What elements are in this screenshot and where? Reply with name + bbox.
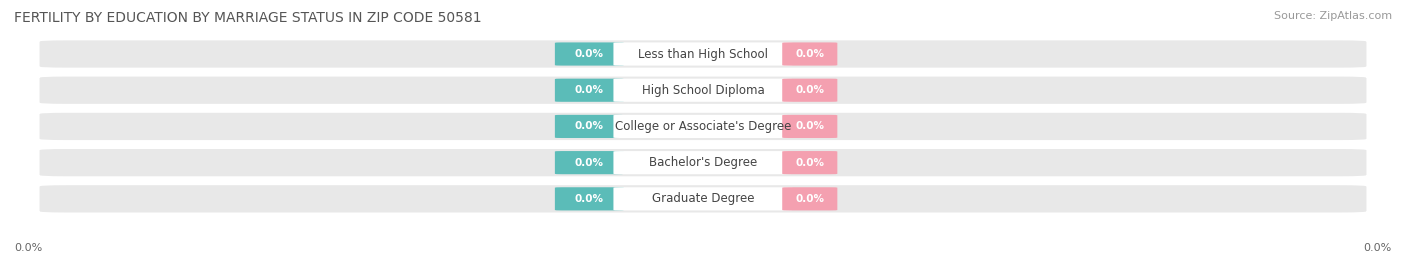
Text: 0.0%: 0.0%	[796, 49, 824, 59]
FancyBboxPatch shape	[613, 115, 793, 138]
FancyBboxPatch shape	[555, 79, 624, 102]
Text: Graduate Degree: Graduate Degree	[652, 192, 754, 205]
FancyBboxPatch shape	[38, 148, 1368, 178]
FancyBboxPatch shape	[38, 39, 1368, 69]
Text: 0.0%: 0.0%	[796, 158, 824, 168]
FancyBboxPatch shape	[613, 43, 793, 66]
FancyBboxPatch shape	[613, 187, 793, 210]
Text: Bachelor's Degree: Bachelor's Degree	[650, 156, 756, 169]
Text: High School Diploma: High School Diploma	[641, 84, 765, 97]
FancyBboxPatch shape	[555, 115, 624, 138]
FancyBboxPatch shape	[38, 111, 1368, 141]
Text: 0.0%: 0.0%	[575, 121, 603, 132]
FancyBboxPatch shape	[613, 151, 793, 174]
Text: 0.0%: 0.0%	[796, 121, 824, 132]
FancyBboxPatch shape	[782, 115, 838, 138]
Text: 0.0%: 0.0%	[575, 158, 603, 168]
FancyBboxPatch shape	[782, 79, 838, 102]
Text: FERTILITY BY EDUCATION BY MARRIAGE STATUS IN ZIP CODE 50581: FERTILITY BY EDUCATION BY MARRIAGE STATU…	[14, 11, 482, 25]
FancyBboxPatch shape	[555, 43, 624, 66]
Text: Source: ZipAtlas.com: Source: ZipAtlas.com	[1274, 11, 1392, 21]
Text: College or Associate's Degree: College or Associate's Degree	[614, 120, 792, 133]
Text: 0.0%: 0.0%	[575, 49, 603, 59]
Text: 0.0%: 0.0%	[796, 194, 824, 204]
FancyBboxPatch shape	[555, 151, 624, 174]
FancyBboxPatch shape	[613, 79, 793, 102]
FancyBboxPatch shape	[38, 184, 1368, 214]
FancyBboxPatch shape	[38, 75, 1368, 105]
Text: 0.0%: 0.0%	[575, 85, 603, 95]
Text: 0.0%: 0.0%	[575, 194, 603, 204]
FancyBboxPatch shape	[555, 187, 624, 210]
FancyBboxPatch shape	[782, 187, 838, 210]
Text: 0.0%: 0.0%	[14, 243, 42, 253]
FancyBboxPatch shape	[782, 151, 838, 174]
FancyBboxPatch shape	[782, 43, 838, 66]
Text: 0.0%: 0.0%	[796, 85, 824, 95]
Text: Less than High School: Less than High School	[638, 48, 768, 61]
Text: 0.0%: 0.0%	[1364, 243, 1392, 253]
